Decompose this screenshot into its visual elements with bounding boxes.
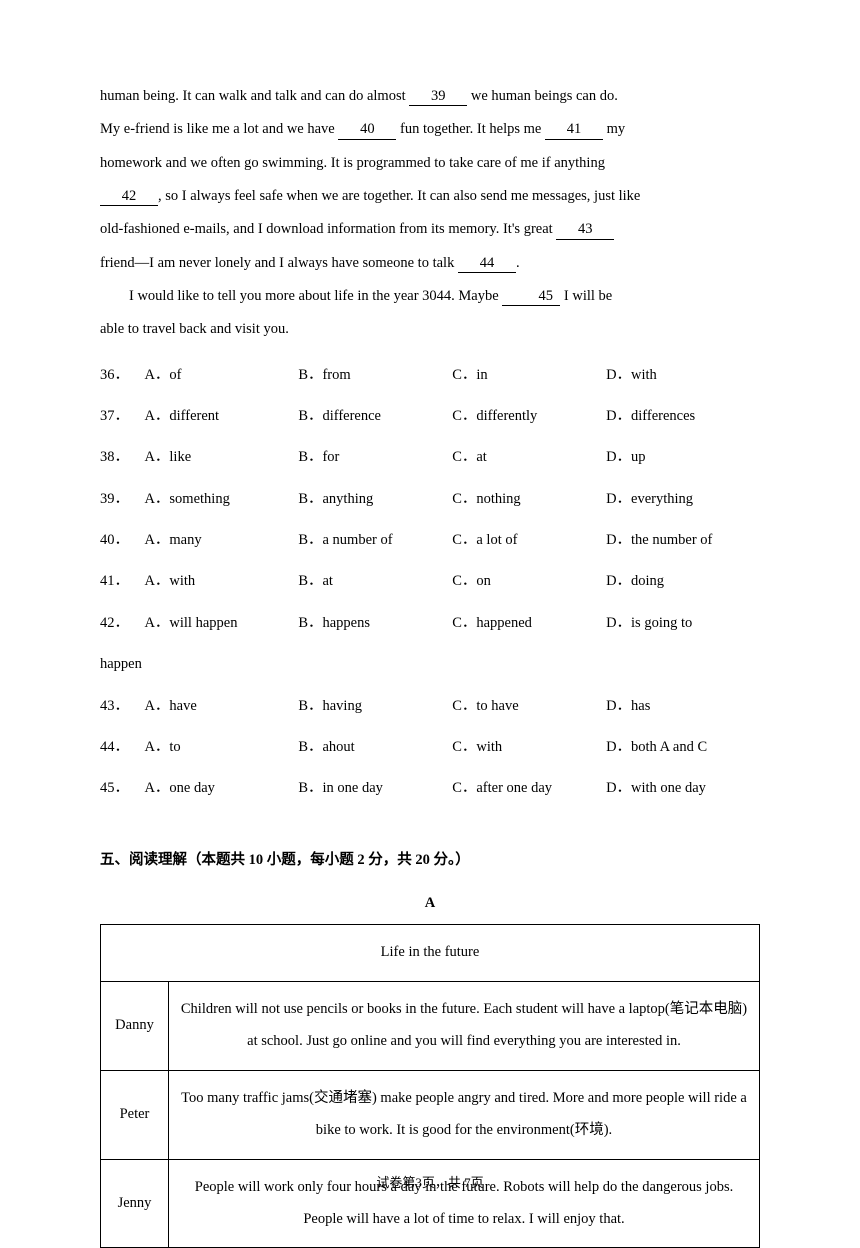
option-cell: C．differently bbox=[452, 396, 606, 437]
options-table: 36．A．ofB．fromC．inD．with37．A．differentB．d… bbox=[100, 355, 760, 810]
option-cell: B．happens bbox=[298, 603, 452, 644]
option-cell: 38． bbox=[100, 437, 144, 478]
option-row: 43．A．haveB．havingC．to haveD．has bbox=[100, 686, 760, 727]
option-cell: A．will happen bbox=[144, 603, 298, 644]
txt: able to travel back and visit you. bbox=[100, 313, 760, 346]
blank-40: 40 bbox=[338, 121, 396, 139]
option-cell: C．on bbox=[452, 561, 606, 602]
option-cell: C．a lot of bbox=[452, 520, 606, 561]
txt: I will be bbox=[560, 288, 612, 304]
option-cell: 40． bbox=[100, 520, 144, 561]
option-cell: C．after one day bbox=[452, 768, 606, 809]
option-cell bbox=[144, 644, 298, 685]
option-cell: D．up bbox=[606, 437, 760, 478]
option-cell: D．with bbox=[606, 355, 760, 396]
txt: my bbox=[603, 121, 625, 137]
option-cell: D．has bbox=[606, 686, 760, 727]
blank-45: 45 bbox=[502, 288, 560, 306]
option-cell: D．differences bbox=[606, 396, 760, 437]
txt: My e-friend is like me a lot and we have bbox=[100, 121, 338, 137]
option-cell: B．from bbox=[298, 355, 452, 396]
option-cell: B．ahout bbox=[298, 727, 452, 768]
option-cell: A．something bbox=[144, 479, 298, 520]
option-cell: D．the number of bbox=[606, 520, 760, 561]
txt: we human beings can do. bbox=[467, 88, 618, 104]
option-row: 36．A．ofB．fromC．inD．with bbox=[100, 355, 760, 396]
txt: friend—I am never lonely and I always ha… bbox=[100, 255, 458, 271]
option-cell: A．with bbox=[144, 561, 298, 602]
option-cell: happen bbox=[100, 644, 144, 685]
row-text: Children will not use pencils or books i… bbox=[169, 982, 760, 1071]
table-title: Life in the future bbox=[101, 925, 760, 982]
txt: , so I always feel safe when we are toge… bbox=[158, 188, 640, 204]
txt: old-fashioned e-mails, and I download in… bbox=[100, 221, 556, 237]
option-row: 44．A．toB．ahoutC．withD．both A and C bbox=[100, 727, 760, 768]
row-text: Too many traffic jams(交通堵塞) make people … bbox=[169, 1070, 760, 1159]
option-cell: 39． bbox=[100, 479, 144, 520]
option-row: 41．A．withB．atC．onD．doing bbox=[100, 561, 760, 602]
option-row: 37．A．differentB．differenceC．differentlyD… bbox=[100, 396, 760, 437]
option-cell: 37． bbox=[100, 396, 144, 437]
blank-44: 44 bbox=[458, 255, 516, 273]
option-cell: C．to have bbox=[452, 686, 606, 727]
passage-a-label: A bbox=[100, 887, 760, 920]
option-cell bbox=[298, 644, 452, 685]
option-cell: C．in bbox=[452, 355, 606, 396]
txt: fun together. It helps me bbox=[396, 121, 545, 137]
option-cell bbox=[606, 644, 760, 685]
txt: homework and we often go swimming. It is… bbox=[100, 147, 760, 180]
option-cell: 42． bbox=[100, 603, 144, 644]
option-cell: B．having bbox=[298, 686, 452, 727]
option-cell bbox=[452, 644, 606, 685]
option-cell: C．with bbox=[452, 727, 606, 768]
option-cell: 43． bbox=[100, 686, 144, 727]
option-cell: C．happened bbox=[452, 603, 606, 644]
option-cell: B．for bbox=[298, 437, 452, 478]
option-row: 39．A．somethingB．anythingC．nothingD．every… bbox=[100, 479, 760, 520]
cloze-passage: human being. It can walk and talk and ca… bbox=[100, 80, 760, 347]
option-cell: B．anything bbox=[298, 479, 452, 520]
section-5-title: 五、阅读理解（本题共 10 小题，每小题 2 分，共 20 分。） bbox=[100, 844, 760, 877]
option-row: happen bbox=[100, 644, 760, 685]
row-name: Peter bbox=[101, 1070, 169, 1159]
option-row: 42．A．will happenB．happensC．happenedD．is … bbox=[100, 603, 760, 644]
txt: . bbox=[516, 255, 520, 271]
option-cell: D．doing bbox=[606, 561, 760, 602]
option-cell: A．different bbox=[144, 396, 298, 437]
blank-41: 41 bbox=[545, 121, 603, 139]
blank-39: 39 bbox=[409, 88, 467, 106]
row-name: Danny bbox=[101, 982, 169, 1071]
option-cell: B．difference bbox=[298, 396, 452, 437]
txt: I would like to tell you more about life… bbox=[129, 288, 502, 304]
reading-table: Life in the future Danny Children will n… bbox=[100, 924, 760, 1248]
option-cell: A．one day bbox=[144, 768, 298, 809]
option-cell: A．many bbox=[144, 520, 298, 561]
txt: human being. It can walk and talk and ca… bbox=[100, 88, 409, 104]
option-cell: 36． bbox=[100, 355, 144, 396]
blank-42: 42 bbox=[100, 188, 158, 206]
option-cell: 44． bbox=[100, 727, 144, 768]
option-cell: A．to bbox=[144, 727, 298, 768]
option-cell: B．at bbox=[298, 561, 452, 602]
option-cell: A．of bbox=[144, 355, 298, 396]
option-cell: B．a number of bbox=[298, 520, 452, 561]
option-cell: D．everything bbox=[606, 479, 760, 520]
option-row: 45．A．one dayB．in one dayC．after one dayD… bbox=[100, 768, 760, 809]
option-cell: D．with one day bbox=[606, 768, 760, 809]
option-cell: D．is going to bbox=[606, 603, 760, 644]
option-cell: 45． bbox=[100, 768, 144, 809]
page-footer: 试卷第3页，共 7页 bbox=[0, 1168, 860, 1198]
option-cell: C．nothing bbox=[452, 479, 606, 520]
option-cell: 41． bbox=[100, 561, 144, 602]
option-cell: C．at bbox=[452, 437, 606, 478]
option-cell: A．like bbox=[144, 437, 298, 478]
option-row: 40．A．manyB．a number ofC．a lot ofD．the nu… bbox=[100, 520, 760, 561]
option-row: 38．A．likeB．forC．atD．up bbox=[100, 437, 760, 478]
option-cell: A．have bbox=[144, 686, 298, 727]
option-cell: D．both A and C bbox=[606, 727, 760, 768]
option-cell: B．in one day bbox=[298, 768, 452, 809]
blank-43: 43 bbox=[556, 221, 614, 239]
